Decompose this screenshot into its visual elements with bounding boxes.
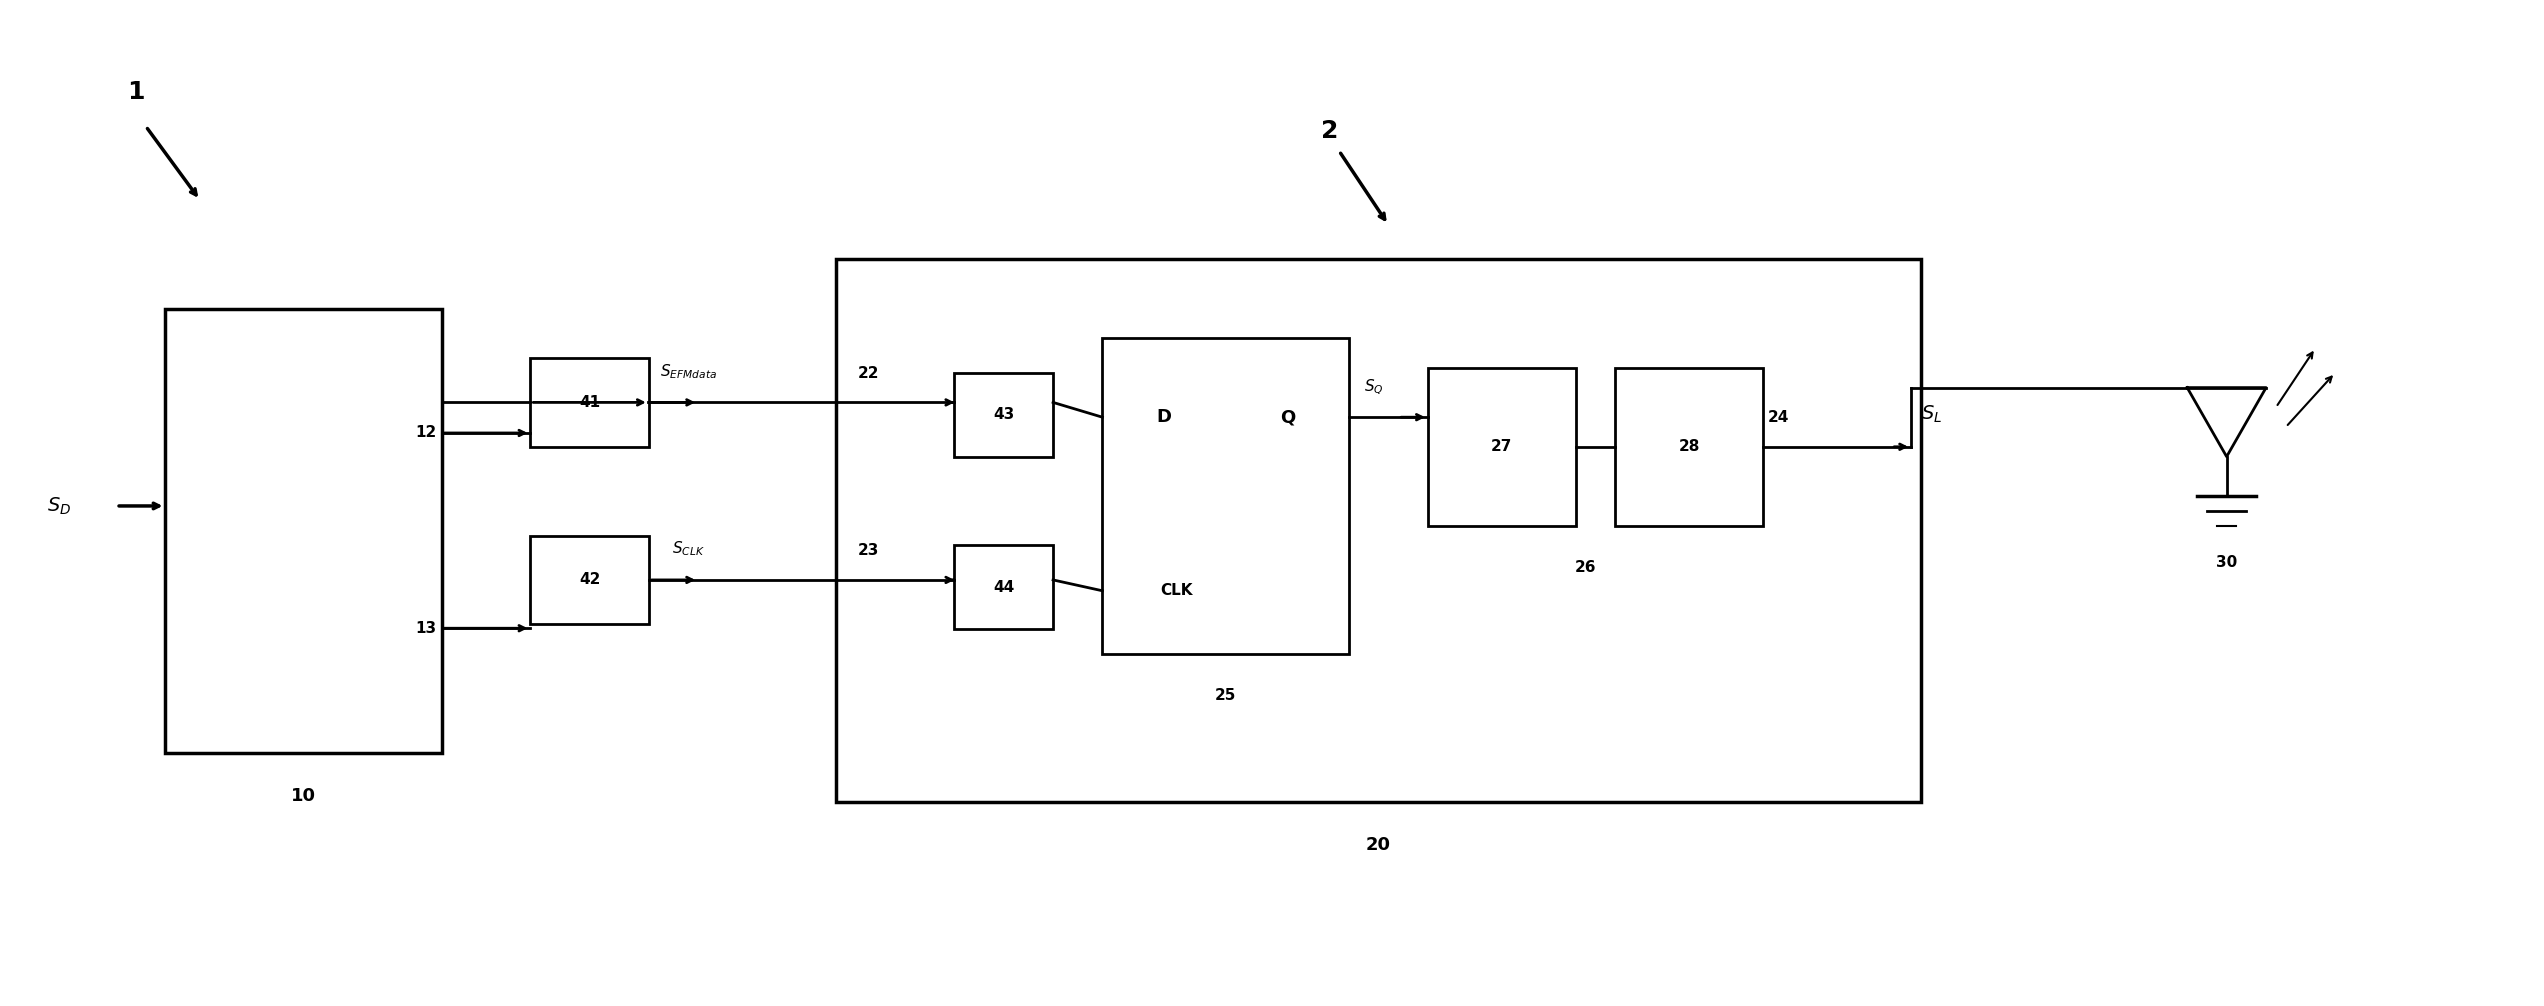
Text: 13: 13 bbox=[415, 621, 438, 636]
Text: $S_L$: $S_L$ bbox=[1921, 403, 1941, 426]
Text: 12: 12 bbox=[415, 426, 438, 441]
Text: $S_Q$: $S_Q$ bbox=[1364, 378, 1384, 397]
Text: $S_D$: $S_D$ bbox=[48, 495, 71, 517]
Text: 2: 2 bbox=[1320, 119, 1338, 143]
Text: 26: 26 bbox=[1575, 560, 1595, 575]
Bar bbox=[165, 309, 443, 752]
Bar bbox=[954, 545, 1053, 629]
Text: 20: 20 bbox=[1366, 836, 1392, 854]
Text: CLK: CLK bbox=[1160, 583, 1193, 599]
Bar bbox=[529, 535, 649, 625]
Bar bbox=[1615, 368, 1763, 526]
Text: $S_{CLK}$: $S_{CLK}$ bbox=[672, 539, 705, 558]
Text: $S_{EFMdata}$: $S_{EFMdata}$ bbox=[659, 362, 717, 380]
Text: D: D bbox=[1158, 408, 1170, 427]
Text: 28: 28 bbox=[1679, 440, 1699, 455]
Text: 41: 41 bbox=[580, 395, 600, 409]
Text: 44: 44 bbox=[992, 579, 1015, 595]
Bar bbox=[1102, 338, 1348, 654]
Text: 25: 25 bbox=[1216, 688, 1236, 703]
Text: 27: 27 bbox=[1491, 440, 1514, 455]
Text: 23: 23 bbox=[857, 543, 880, 558]
Text: 22: 22 bbox=[857, 366, 880, 380]
Text: Q: Q bbox=[1280, 408, 1295, 427]
Bar bbox=[954, 373, 1053, 457]
Bar bbox=[529, 358, 649, 447]
Text: 10: 10 bbox=[290, 787, 315, 805]
Text: 43: 43 bbox=[992, 407, 1015, 423]
Text: 24: 24 bbox=[1768, 410, 1788, 426]
Text: 30: 30 bbox=[2216, 555, 2236, 570]
Bar bbox=[837, 260, 1921, 802]
Text: 42: 42 bbox=[580, 572, 600, 588]
Bar bbox=[1427, 368, 1575, 526]
Text: 1: 1 bbox=[127, 79, 145, 104]
